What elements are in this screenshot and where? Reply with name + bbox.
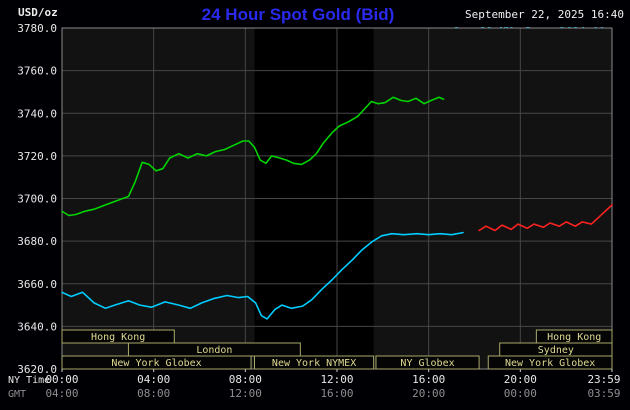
session-label: New York Globex xyxy=(505,358,595,369)
session-box xyxy=(375,355,480,370)
x-tick-label-gmt: 03:59 xyxy=(587,387,620,400)
session-label: NY Globex xyxy=(400,358,454,369)
x-tick-label-ny: 00:00 xyxy=(45,373,78,386)
session-box xyxy=(487,355,613,370)
y-tick-label: 3740.0 xyxy=(17,107,57,120)
series-line-sep-19-ny-close xyxy=(61,231,464,320)
ny-time-axis-label: NY Time xyxy=(8,375,50,386)
y-tick-label: 3780.0 xyxy=(17,22,57,35)
y-tick-label: 3720.0 xyxy=(17,150,57,163)
x-tick-label-gmt: 20:00 xyxy=(412,387,445,400)
session-label: Hong Kong xyxy=(91,332,145,343)
x-tick-label-ny: 23:59 xyxy=(587,373,620,386)
x-tick-label-ny: 12:00 xyxy=(320,373,353,386)
x-tick-label-ny: 04:00 xyxy=(137,373,170,386)
session-label: Sydney xyxy=(538,345,574,356)
x-tick-label-gmt: 04:00 xyxy=(45,387,78,400)
x-tick-label-gmt: 16:00 xyxy=(320,387,353,400)
gmt-axis-label: GMT xyxy=(8,389,26,400)
y-tick-label: 3700.0 xyxy=(17,193,57,206)
x-tick-label-ny: 20:00 xyxy=(504,373,537,386)
x-tick-label-gmt: 08:00 xyxy=(137,387,170,400)
x-tick-label-gmt: 12:00 xyxy=(229,387,262,400)
session-box xyxy=(61,355,252,370)
y-tick-label: 3660.0 xyxy=(17,278,57,291)
session-box xyxy=(61,329,175,344)
session-label: New York NYMEX xyxy=(272,358,356,369)
y-tick-label: 3760.0 xyxy=(17,65,57,78)
y-tick-label: 3640.0 xyxy=(17,320,57,333)
chart-title: 24 Hour Spot Gold (Bid) xyxy=(201,5,395,24)
x-tick-label-ny: 08:00 xyxy=(229,373,262,386)
series-line-sep-22-last xyxy=(61,96,445,217)
series-line-sep-21-sunday xyxy=(478,204,613,232)
unit-label: USD/oz xyxy=(18,6,58,19)
session-label: New York Globex xyxy=(111,358,201,369)
session-label: Hong Kong xyxy=(547,332,601,343)
x-tick-label-ny: 16:00 xyxy=(412,373,445,386)
session-label: London xyxy=(196,345,232,356)
session-box xyxy=(254,355,375,370)
x-tick-label-gmt: 00:00 xyxy=(504,387,537,400)
y-tick-label: 3620.0 xyxy=(17,363,57,376)
datetime-label: September 22, 2025 16:40 xyxy=(465,8,624,21)
y-tick-label: 3680.0 xyxy=(17,235,57,248)
